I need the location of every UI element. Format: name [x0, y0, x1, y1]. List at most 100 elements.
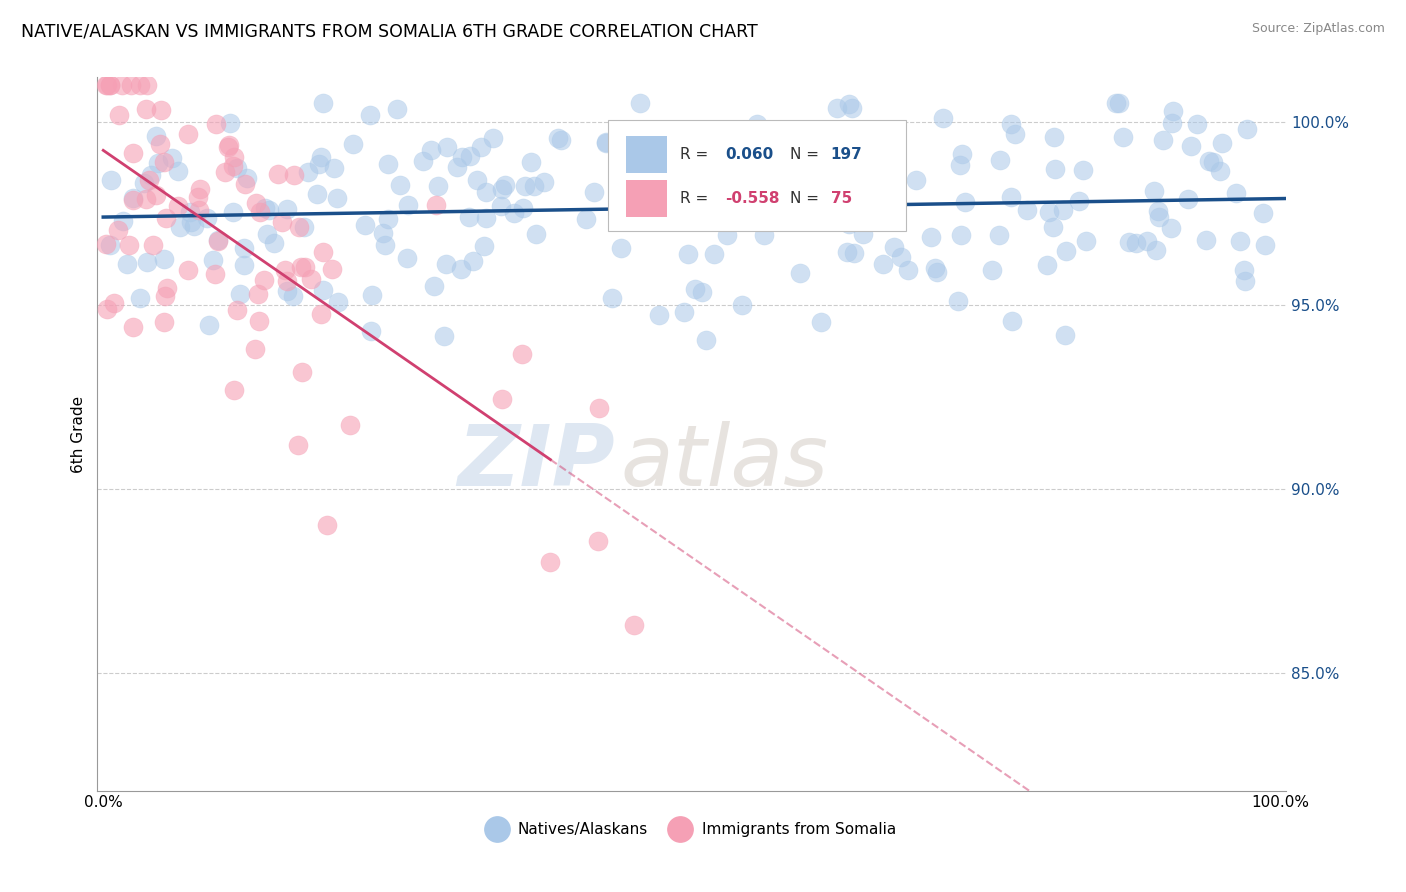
Point [160, 152, 183, 166]
Point [1233, 273, 1256, 287]
Point [467, 173, 489, 187]
Point [153, 252, 176, 267]
Point [247, 314, 270, 328]
Point [145, 188, 167, 202]
Text: N =: N = [790, 191, 824, 206]
Point [595, 136, 617, 150]
Text: R =: R = [679, 147, 713, 162]
Point [204, 267, 226, 281]
Point [299, 271, 322, 285]
Point [512, 201, 534, 215]
Point [396, 198, 419, 212]
Point [217, 140, 239, 154]
Point [463, 254, 485, 268]
Point [1000, 117, 1022, 131]
Point [221, 159, 243, 173]
Point [1194, 233, 1216, 247]
Point [190, 182, 212, 196]
Point [583, 185, 606, 199]
Point [1053, 327, 1076, 342]
Point [359, 108, 381, 122]
Point [1118, 235, 1140, 249]
Point [789, 266, 811, 280]
Text: N =: N = [790, 147, 824, 162]
Point [361, 288, 384, 302]
Point [707, 154, 730, 169]
Point [1108, 96, 1130, 111]
Text: -0.558: -0.558 [725, 191, 779, 206]
Point [1000, 189, 1022, 203]
Point [96, 237, 118, 252]
Point [800, 166, 823, 180]
Point [420, 143, 443, 157]
Point [1161, 116, 1184, 130]
Point [920, 229, 942, 244]
Point [294, 260, 316, 274]
Point [267, 167, 290, 181]
Point [503, 206, 526, 220]
Point [1160, 221, 1182, 235]
Point [312, 96, 335, 111]
Point [890, 250, 912, 264]
Point [796, 192, 818, 206]
Point [1067, 194, 1090, 209]
Point [388, 178, 411, 192]
Point [204, 117, 226, 131]
Point [949, 158, 972, 172]
Point [256, 227, 278, 241]
Legend: Natives/Alaskans, Immigrants from Somalia: Natives/Alaskans, Immigrants from Somali… [481, 816, 903, 844]
Point [222, 150, 245, 164]
Point [1202, 155, 1225, 169]
Point [283, 169, 305, 183]
Point [1004, 127, 1026, 141]
Point [326, 191, 349, 205]
Point [1209, 163, 1232, 178]
Point [723, 147, 745, 161]
Point [481, 131, 503, 145]
Point [1233, 263, 1256, 277]
Point [225, 161, 247, 176]
Point [222, 205, 245, 219]
Point [727, 156, 749, 170]
Point [309, 307, 332, 321]
Point [510, 347, 533, 361]
Point [446, 160, 468, 174]
Point [600, 291, 623, 305]
Point [316, 518, 339, 533]
Point [353, 219, 375, 233]
Point [931, 111, 953, 125]
Text: 75: 75 [831, 191, 852, 206]
Point [1042, 219, 1064, 234]
Point [1152, 133, 1174, 147]
Point [207, 233, 229, 247]
Point [981, 263, 1004, 277]
Point [987, 228, 1010, 243]
Point [371, 226, 394, 240]
Point [1076, 234, 1098, 248]
Point [228, 287, 250, 301]
Point [177, 128, 200, 142]
Point [425, 198, 447, 212]
Point [179, 205, 201, 219]
Point [586, 533, 609, 548]
Point [703, 246, 725, 260]
Point [810, 314, 832, 328]
Point [1180, 139, 1202, 153]
Point [153, 289, 176, 303]
Point [321, 262, 343, 277]
Point [610, 241, 633, 255]
Point [588, 401, 610, 415]
Point [735, 159, 758, 173]
Point [118, 238, 141, 252]
Point [98, 237, 121, 252]
Point [869, 129, 891, 144]
FancyBboxPatch shape [626, 136, 666, 173]
Point [233, 241, 256, 255]
Point [121, 146, 143, 161]
Point [988, 153, 1011, 167]
Point [1163, 103, 1185, 118]
Point [226, 303, 249, 318]
Point [1052, 203, 1074, 218]
FancyBboxPatch shape [609, 120, 905, 231]
Point [290, 260, 312, 274]
